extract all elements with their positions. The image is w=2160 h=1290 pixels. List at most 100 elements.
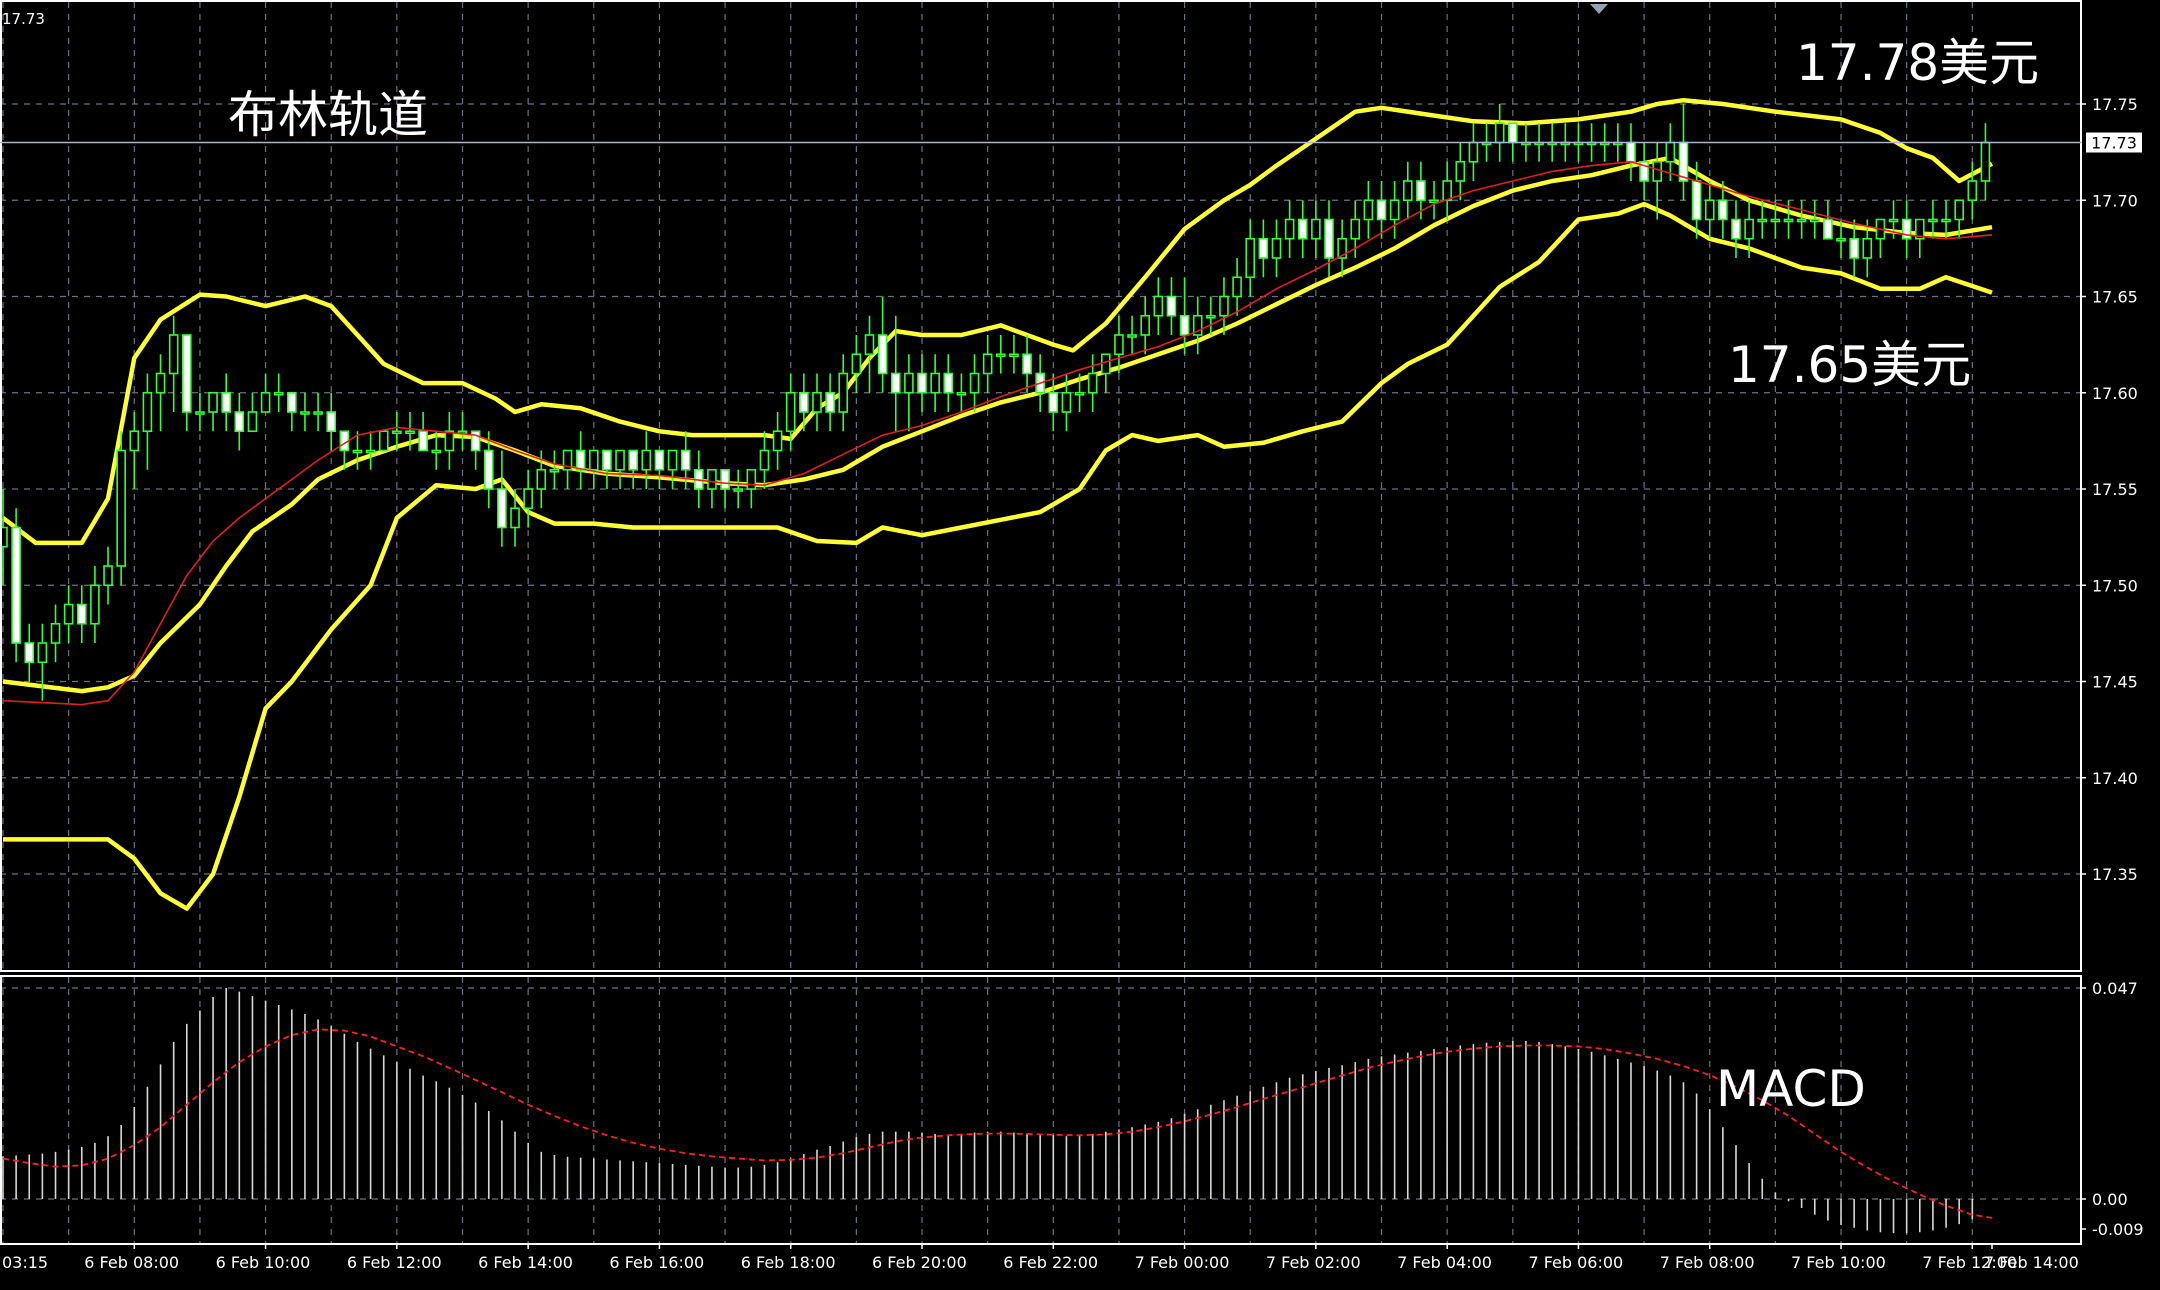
candle <box>497 450 507 547</box>
candle <box>1639 142 1649 201</box>
candle-body <box>1770 218 1781 223</box>
candle-body <box>378 430 389 452</box>
candle-body <box>11 526 21 644</box>
candle-body <box>405 430 415 435</box>
candle-body <box>129 430 140 452</box>
candle <box>221 373 231 432</box>
candle-body <box>273 391 284 396</box>
candle <box>1324 200 1334 278</box>
time-tick-label: 7 Feb 10:00 <box>1791 1253 1886 1272</box>
candle-body <box>1494 122 1505 144</box>
candle-body <box>1652 160 1663 182</box>
candle-body <box>1389 199 1400 221</box>
candle-body <box>943 372 954 394</box>
candle <box>733 469 744 509</box>
candle <box>1376 181 1387 239</box>
candle-body <box>733 488 744 492</box>
candle-body <box>1402 180 1413 202</box>
candle-body <box>1901 218 1912 240</box>
candle-body <box>313 411 323 415</box>
candle <box>1402 161 1413 220</box>
candle-body <box>1954 199 1964 221</box>
candle <box>1022 335 1032 393</box>
price-tick-label: 17.40 <box>2092 769 2138 788</box>
candle-body <box>1691 180 1702 221</box>
candle <box>575 431 586 489</box>
macd-panel-frame <box>0 975 2082 1245</box>
candle-body <box>90 584 100 625</box>
candle <box>1087 354 1098 412</box>
price-tick-label: 17.60 <box>2092 384 2138 403</box>
candle <box>1967 161 1978 220</box>
candle <box>1166 277 1177 335</box>
candle-body <box>208 391 218 413</box>
candle-body <box>444 430 455 452</box>
candle <box>1258 219 1269 278</box>
candle-body <box>116 449 126 567</box>
upper-target-label: 17.78美元 <box>1796 34 2039 92</box>
candle <box>1297 200 1308 258</box>
candle-body <box>1849 237 1859 259</box>
candle-body <box>1744 218 1754 240</box>
candle <box>142 373 153 470</box>
candle <box>0 489 8 586</box>
candle-body <box>1350 218 1361 240</box>
candle-body <box>1455 160 1466 182</box>
candle-body <box>956 391 967 396</box>
macd-tick-label: 0.00 <box>2092 1190 2128 1209</box>
ma-line <box>2 160 1993 706</box>
candle <box>720 468 730 509</box>
candle <box>1337 219 1347 278</box>
candle <box>76 585 87 643</box>
candle <box>1731 200 1741 258</box>
candle-body <box>562 449 573 471</box>
candle-body <box>851 353 862 375</box>
candle <box>405 412 415 451</box>
candle-body <box>1022 353 1032 375</box>
time-tick-label: 7 Feb 06:00 <box>1528 1253 1623 1272</box>
candle-body <box>1297 218 1308 240</box>
candle <box>1941 200 1951 239</box>
candle <box>1114 315 1124 374</box>
candle <box>1416 161 1426 220</box>
candle-body <box>1429 199 1439 204</box>
candle <box>195 392 205 432</box>
macd-tick-label: -0.009 <box>2092 1220 2144 1239</box>
candle <box>1849 219 1859 278</box>
time-tick-label: 03:15 <box>2 1253 48 1272</box>
candle-body <box>877 334 888 375</box>
candle-body <box>1941 218 1951 223</box>
candle-body <box>1271 237 1282 259</box>
time-tick-label: 7 Feb 14:00 <box>1984 1253 2079 1272</box>
candle-body <box>904 372 914 394</box>
candle <box>1862 219 1873 278</box>
candle <box>825 373 835 432</box>
macd-axis: 0.047 0.00 -0.009 <box>2080 979 2144 1239</box>
price-tick-label: 17.45 <box>2092 673 2138 692</box>
candle <box>523 469 533 528</box>
candle <box>1179 277 1190 355</box>
candle <box>1127 315 1137 355</box>
candle-body <box>1192 314 1203 336</box>
candle <box>510 489 520 547</box>
candle <box>602 449 612 489</box>
candle-body <box>1284 218 1295 240</box>
candle <box>24 623 35 682</box>
candle-body <box>759 449 770 471</box>
candle <box>1429 181 1439 220</box>
time-tick-label: 6 Feb 08:00 <box>84 1253 179 1272</box>
candle <box>365 431 376 470</box>
candle <box>444 412 455 470</box>
corner-price-label: 17.73 <box>2 10 45 28</box>
candle-body <box>890 372 901 394</box>
candle-body <box>1048 391 1059 413</box>
candle <box>63 585 74 643</box>
candle-body <box>392 430 402 435</box>
candle-body <box>1179 314 1190 336</box>
time-tick-label: 6 Feb 14:00 <box>478 1253 573 1272</box>
candle <box>1704 181 1715 239</box>
candle-body <box>497 488 507 529</box>
candle <box>1206 296 1216 335</box>
candle <box>982 335 993 393</box>
candle <box>247 392 258 433</box>
